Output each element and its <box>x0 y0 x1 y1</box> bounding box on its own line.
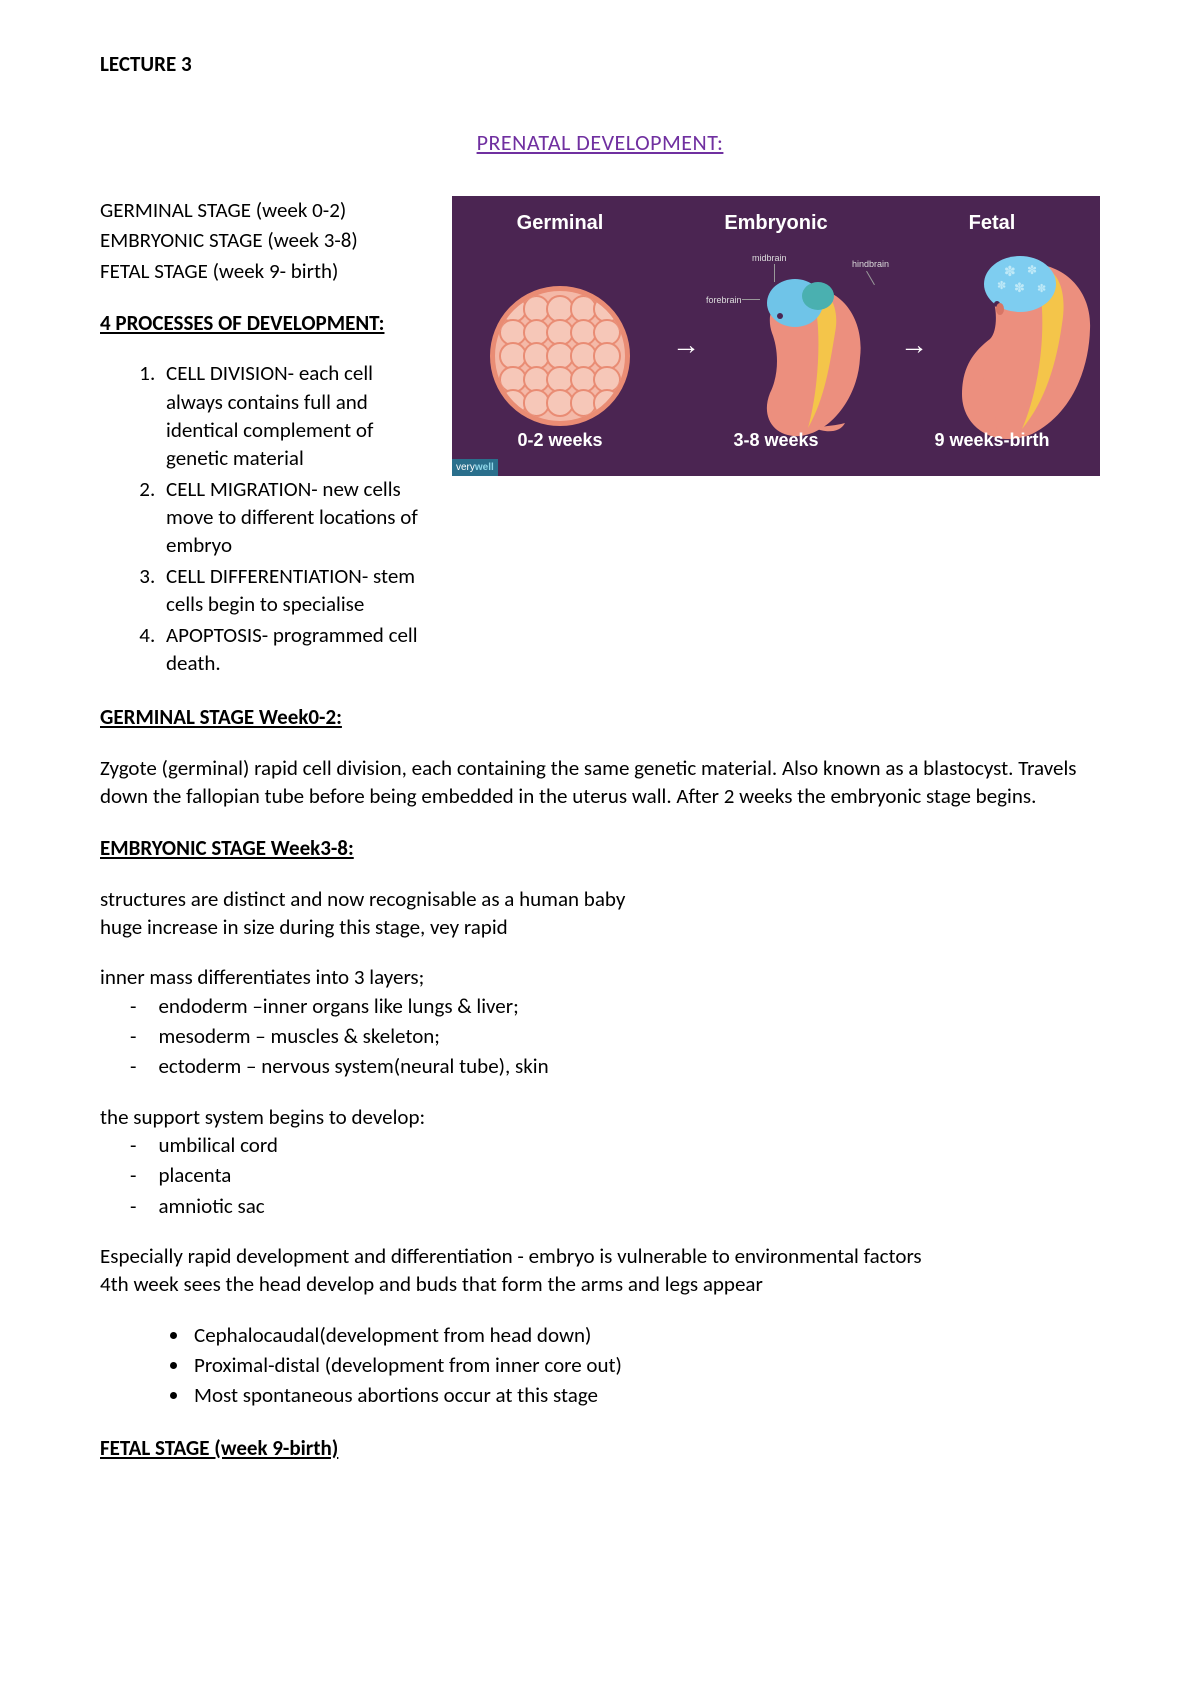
stage-fetal: FETAL STAGE (week 9- birth) <box>100 257 432 285</box>
process-item: CELL MIGRATION- new cells move to differ… <box>160 475 432 560</box>
stage-embryonic: EMBRYONIC STAGE (week 3-8) <box>100 226 432 254</box>
arrow-icon: → <box>900 326 928 364</box>
top-section: GERMINAL STAGE (week 0-2) EMBRYONIC STAG… <box>100 196 1100 679</box>
layer-item: mesoderm – muscles & skeleton; <box>160 1022 1100 1050</box>
embryo-icon <box>730 268 880 443</box>
lecture-header: LECTURE 3 <box>100 50 1100 78</box>
germinal-text: Zygote (germinal) rapid cell division, e… <box>100 754 1100 811</box>
svg-text:✽: ✽ <box>997 280 1006 292</box>
arrow-icon: → <box>672 326 700 364</box>
page-title: PRENATAL DEVELOPMENT: <box>100 128 1100 158</box>
germinal-heading: GERMINAL STAGE Week0-2: <box>100 703 1100 731</box>
diagram-footer-fetal: 9 weeks-birth <box>885 428 1099 452</box>
left-column: GERMINAL STAGE (week 0-2) EMBRYONIC STAG… <box>100 196 432 679</box>
fetal-heading: FETAL STAGE (week 9-birth) <box>100 1434 1100 1462</box>
watermark: verywell <box>452 459 498 477</box>
diagram-header-fetal: Fetal <box>885 210 1099 237</box>
svg-text:✽: ✽ <box>1004 263 1016 279</box>
process-item: CELL DIFFERENTIATION- stem cells begin t… <box>160 562 432 619</box>
support-item: umbilical cord <box>160 1131 1100 1159</box>
layer-item: ectoderm – nervous system(neural tube), … <box>160 1052 1100 1080</box>
layer-item: endoderm –inner organs like lungs & live… <box>160 992 1100 1020</box>
bullet-item: Most spontaneous abortions occur at this… <box>190 1381 1100 1409</box>
prenatal-diagram: Germinal Embryonic Fetal midbrain hindbr… <box>452 196 1100 476</box>
diagram-header-germinal: Germinal <box>453 210 667 237</box>
support-item: placenta <box>160 1161 1100 1189</box>
diagram-footer-embryonic: 3-8 weeks <box>669 428 883 452</box>
bullet-item: Cephalocaudal(development from head down… <box>190 1321 1100 1349</box>
layers-list: endoderm –inner organs like lungs & live… <box>100 992 1100 1081</box>
embryonic-heading: EMBRYONIC STAGE Week3-8: <box>100 834 1100 862</box>
support-intro: the support system begins to develop: <box>100 1103 1100 1131</box>
diagram-footers: 0-2 weeks 3-8 weeks 9 weeks-birth <box>452 428 1100 452</box>
diagram-header-embryonic: Embryonic <box>669 210 883 237</box>
svg-text:✽: ✽ <box>1037 283 1046 295</box>
processes-heading: 4 PROCESSES OF DEVELOPMENT: <box>100 309 432 337</box>
label-midbrain: midbrain <box>752 252 787 264</box>
layers-intro: inner mass differentiates into 3 layers; <box>100 963 1100 991</box>
bullet-item: Proximal-distal (development from inner … <box>190 1351 1100 1379</box>
stage-germinal: GERMINAL STAGE (week 0-2) <box>100 196 432 224</box>
processes-list: CELL DIVISION- each cell always contains… <box>100 359 432 677</box>
svg-text:✽: ✽ <box>1014 280 1025 295</box>
diagram-footer-germinal: 0-2 weeks <box>453 428 667 452</box>
process-item: CELL DIVISION- each cell always contains… <box>160 359 432 472</box>
process-item: APOPTOSIS- programmed cell death. <box>160 621 432 678</box>
diagram-headers: Germinal Embryonic Fetal <box>452 196 1100 237</box>
embryonic-p1: structures are distinct and now recognis… <box>100 885 1100 913</box>
support-item: amniotic sac <box>160 1192 1100 1220</box>
germinal-icon <box>490 286 630 426</box>
svg-text:✽: ✽ <box>1027 263 1037 277</box>
fetus-icon: ✽ ✽ ✽ ✽ ✽ <box>942 254 1102 444</box>
vuln-p1: Especially rapid development and differe… <box>100 1242 1100 1270</box>
embryonic-p2: huge increase in size during this stage,… <box>100 913 1100 941</box>
support-list: umbilical cord placenta amniotic sac <box>100 1131 1100 1220</box>
dev-bullets: Cephalocaudal(development from head down… <box>100 1321 1100 1410</box>
vuln-p2: 4th week sees the head develop and buds … <box>100 1270 1100 1298</box>
